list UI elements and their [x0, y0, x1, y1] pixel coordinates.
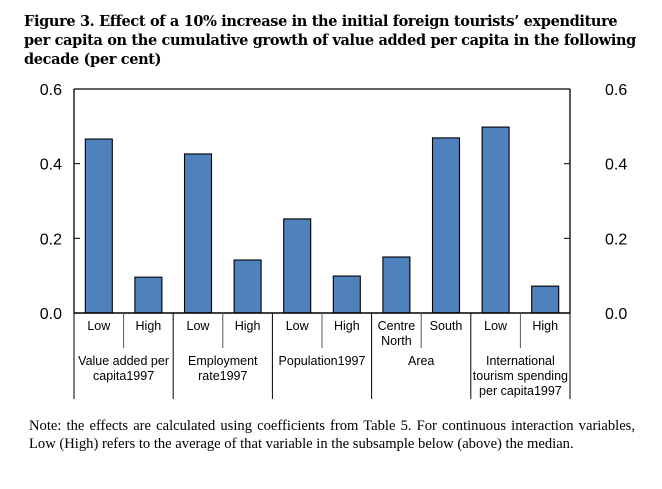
x-group-label: per capita1997 — [479, 384, 562, 398]
x-category-label: Low — [187, 319, 211, 333]
figure-note: Note: the effects are calculated using c… — [29, 418, 635, 452]
y-tick-label-right: 0.4 — [605, 157, 627, 174]
x-group-label: Area — [408, 354, 434, 368]
x-group-label: capita1997 — [93, 369, 154, 383]
labels-layer: 0.0 0.0 0.2 0.2 0.4 0.4 0.6 0.6 Low High Low High Lo… — [40, 82, 628, 398]
y-tick-label-left: 0.6 — [40, 82, 62, 99]
figure-title: Figure 3. Effect of a 10% increase in th… — [24, 13, 636, 68]
bar — [84, 138, 113, 314]
y-tick-label-left: 0.0 — [40, 306, 62, 323]
x-group-label: International — [486, 354, 555, 368]
x-category-label: Low — [286, 319, 310, 333]
x-category-label: South — [430, 319, 463, 333]
x-category-label: High — [334, 319, 360, 333]
x-category-label: North — [381, 334, 412, 348]
x-category-label: High — [235, 319, 261, 333]
y-tick-label-right: 0.6 — [605, 82, 627, 99]
x-category-label: Centre — [378, 319, 416, 333]
bar — [233, 259, 262, 314]
x-category-label: Low — [484, 319, 508, 333]
bar — [134, 276, 163, 314]
bars-layer — [84, 126, 560, 314]
bar — [531, 285, 560, 314]
axes-layer — [73, 88, 571, 399]
bar — [382, 256, 411, 314]
bar-chart: 0.0 0.0 0.2 0.2 0.4 0.4 0.6 0.6 Low High Low High Lo… — [40, 82, 628, 399]
y-tick-label-left: 0.4 — [40, 157, 62, 174]
x-group-label: rate1997 — [198, 369, 247, 383]
x-group-label: Population1997 — [279, 354, 366, 368]
x-category-label: Low — [87, 319, 111, 333]
y-tick-label-right: 0.0 — [605, 306, 627, 323]
bar — [283, 218, 312, 314]
bar — [183, 153, 213, 314]
bar — [431, 137, 461, 314]
x-group-label: Value added per — [78, 354, 169, 368]
bar — [481, 126, 510, 314]
x-group-label: tourism spending — [473, 369, 568, 383]
y-tick-label-left: 0.2 — [40, 231, 62, 248]
y-tick-label-right: 0.2 — [605, 231, 627, 248]
x-group-label: Employment — [188, 354, 258, 368]
x-category-label: High — [532, 319, 558, 333]
x-category-label: High — [136, 319, 162, 333]
bar — [332, 275, 361, 314]
